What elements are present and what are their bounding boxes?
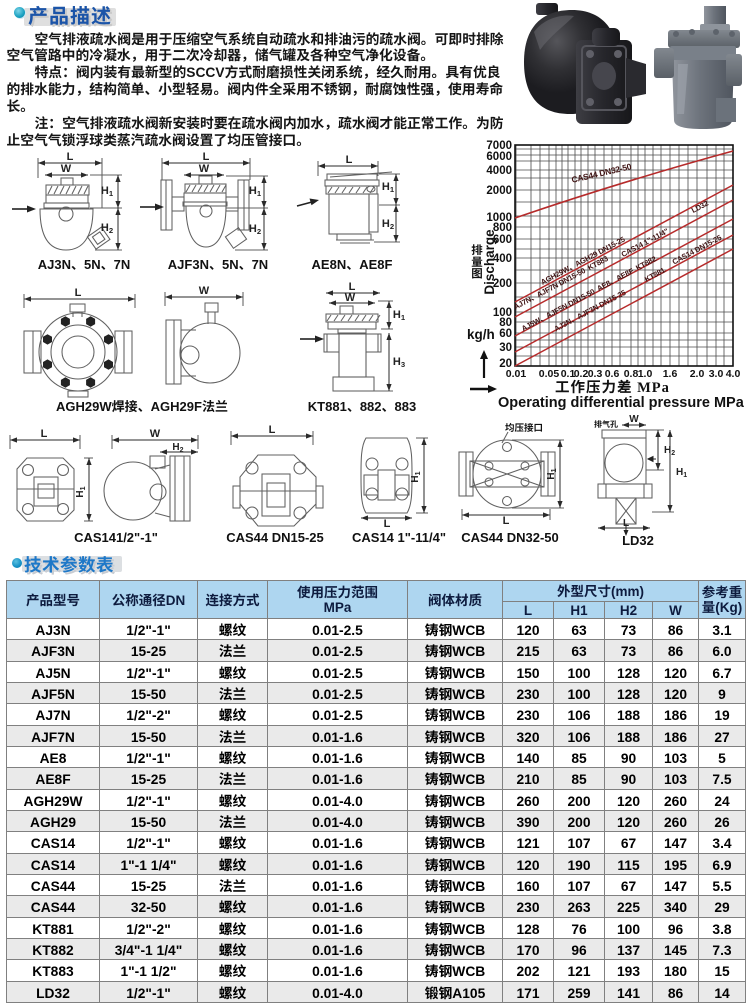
svg-text:W: W	[150, 428, 161, 440]
svg-text:400: 400	[493, 253, 512, 265]
svg-text:L: L	[41, 428, 48, 440]
svg-text:200: 200	[493, 278, 512, 290]
svg-text:H2: H2	[172, 442, 183, 454]
svg-text:0.3: 0.3	[588, 368, 603, 380]
svg-text:Operating differential pressur: Operating differential pressure MPa	[498, 395, 745, 411]
svg-text:L: L	[75, 287, 82, 299]
svg-text:30: 30	[499, 342, 512, 354]
svg-text:CAS141/2"-1": CAS141/2"-1"	[74, 527, 158, 546]
svg-text:1.0: 1.0	[638, 368, 653, 380]
svg-text:0.01: 0.01	[506, 368, 527, 380]
svg-text:排气孔: 排气孔	[594, 419, 618, 430]
svg-text:CAS44 DN32-50: CAS44 DN32-50	[461, 527, 559, 546]
svg-text:H1: H1	[546, 468, 558, 479]
svg-text:AGH29W焊接、AGH29F法兰: AGH29W焊接、AGH29F法兰	[56, 396, 228, 415]
svg-text:KT881、882、883: KT881、882、883	[308, 396, 416, 415]
svg-text:20: 20	[499, 358, 512, 370]
svg-text:W: W	[629, 414, 639, 425]
svg-text:6000: 6000	[486, 151, 512, 163]
svg-text:CAS44 DN15-25: CAS44 DN15-25	[226, 527, 324, 546]
svg-text:L: L	[384, 518, 391, 530]
svg-text:H2: H2	[249, 223, 261, 236]
svg-text:1.6: 1.6	[663, 368, 678, 380]
svg-text:0.8: 0.8	[624, 368, 639, 380]
svg-text:H1: H1	[676, 467, 687, 479]
svg-text:H3: H3	[393, 356, 405, 369]
svg-text:H1: H1	[101, 185, 114, 198]
svg-text:600: 600	[493, 234, 512, 246]
svg-text:Discharge: Discharge	[482, 229, 497, 295]
svg-text:0.2: 0.2	[574, 368, 589, 380]
svg-text:W: W	[345, 292, 356, 304]
svg-text:1000: 1000	[486, 212, 512, 224]
svg-text:H2: H2	[101, 222, 113, 235]
svg-text:800: 800	[493, 222, 512, 234]
svg-text:H2: H2	[382, 218, 394, 231]
svg-text:L: L	[623, 518, 629, 529]
svg-text:L: L	[503, 515, 510, 527]
svg-text:kg/h: kg/h	[467, 327, 495, 342]
svg-text:4.0: 4.0	[726, 368, 741, 380]
svg-text:2.0: 2.0	[690, 368, 705, 380]
svg-text:7000: 7000	[486, 140, 512, 152]
svg-text:W: W	[61, 163, 72, 175]
svg-text:CAS44 DN32-50: CAS44 DN32-50	[570, 161, 632, 185]
svg-text:CAS14 1"-11/4": CAS14 1"-11/4"	[352, 527, 446, 546]
svg-text:W: W	[199, 163, 210, 175]
svg-text:0.05: 0.05	[539, 368, 560, 380]
svg-text:AE8N、AE8F: AE8N、AE8F	[312, 254, 393, 273]
svg-text:H1: H1	[75, 486, 87, 497]
svg-text:均压接口: 均压接口	[505, 420, 543, 434]
svg-text:W: W	[199, 285, 210, 297]
svg-text:H1: H1	[382, 181, 395, 194]
svg-text:AJ3N、5N、7N: AJ3N、5N、7N	[38, 254, 130, 273]
svg-text:80: 80	[499, 317, 512, 329]
svg-text:0.6: 0.6	[605, 368, 620, 380]
svg-text:100: 100	[493, 307, 512, 319]
svg-text:4000: 4000	[486, 165, 512, 177]
svg-text:L: L	[269, 424, 276, 436]
svg-text:H1: H1	[410, 471, 422, 482]
svg-text:AJF3N、5N、7N: AJF3N、5N、7N	[168, 254, 268, 273]
svg-text:3.0: 3.0	[709, 368, 724, 380]
svg-text:L: L	[346, 154, 353, 166]
svg-text:工作压力差 MPa: 工作压力差 MPa	[555, 376, 670, 397]
svg-text:0.1: 0.1	[561, 368, 576, 380]
svg-text:H1: H1	[249, 185, 262, 198]
svg-text:LD32: LD32	[622, 530, 654, 549]
svg-text:H1: H1	[393, 309, 406, 322]
svg-text:排量图: 排量图	[469, 244, 485, 280]
svg-text:L: L	[349, 281, 356, 293]
svg-text:L: L	[203, 151, 210, 163]
svg-text:2000: 2000	[486, 185, 512, 197]
svg-text:L: L	[67, 151, 74, 163]
svg-text:60: 60	[499, 328, 512, 340]
